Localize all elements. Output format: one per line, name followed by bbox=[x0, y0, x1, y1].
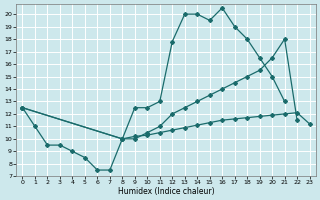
X-axis label: Humidex (Indice chaleur): Humidex (Indice chaleur) bbox=[118, 187, 214, 196]
